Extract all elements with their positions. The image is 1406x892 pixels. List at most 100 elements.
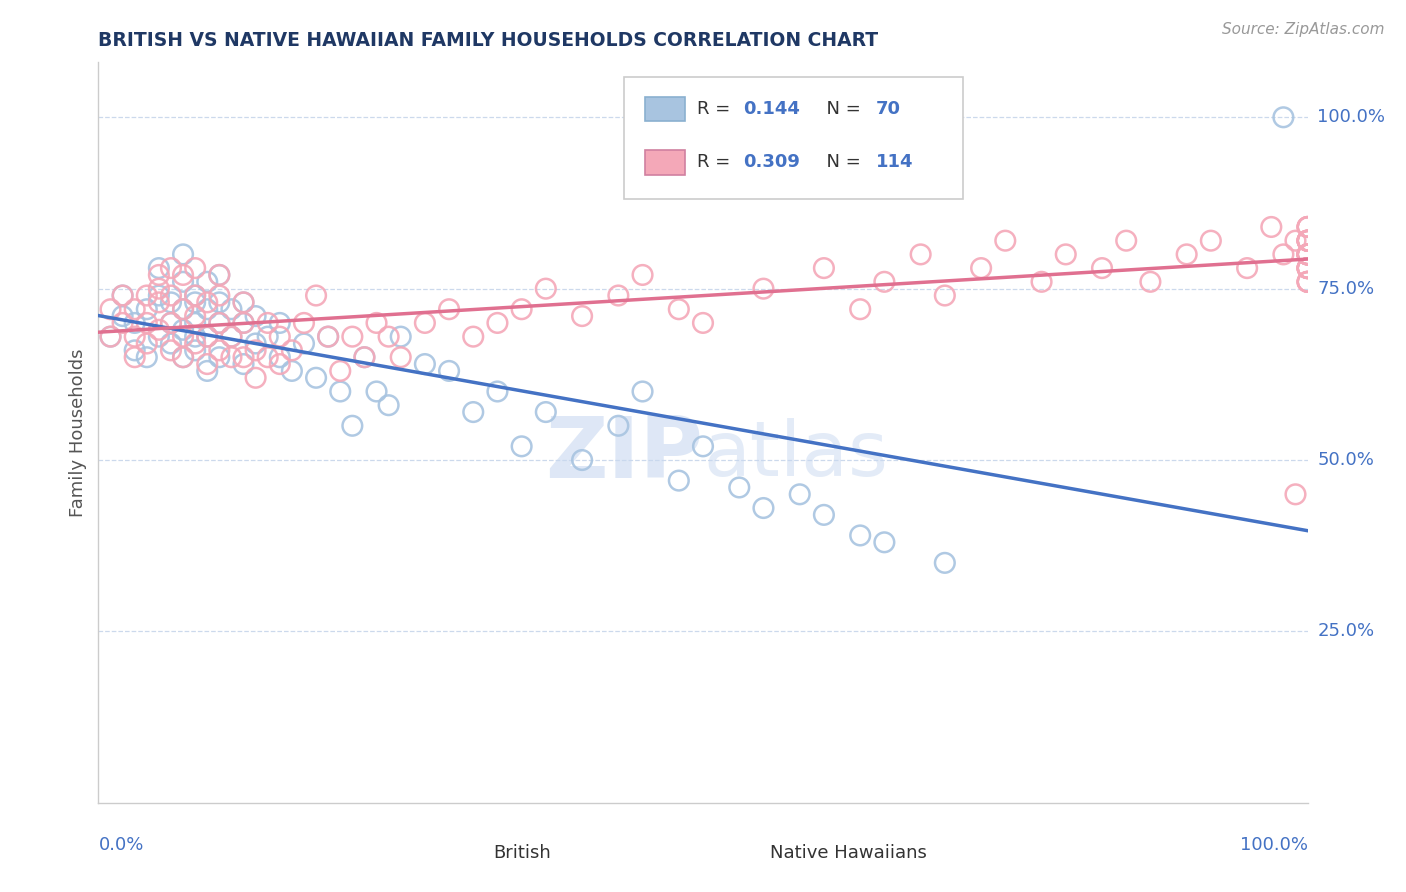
Point — [389, 350, 412, 364]
Point — [377, 329, 399, 343]
Text: 0.309: 0.309 — [742, 153, 800, 171]
Point — [1296, 247, 1319, 261]
Point — [269, 316, 291, 330]
Point — [1272, 110, 1295, 124]
Point — [1296, 219, 1319, 234]
Point — [160, 316, 183, 330]
Point — [148, 268, 170, 282]
Point — [221, 329, 243, 343]
Point — [692, 316, 714, 330]
Point — [970, 261, 993, 276]
Point — [463, 329, 485, 343]
Point — [1115, 234, 1137, 248]
Point — [195, 357, 218, 371]
Point — [994, 234, 1017, 248]
Point — [728, 480, 751, 494]
Point — [100, 329, 122, 343]
Text: Native Hawaiians: Native Hawaiians — [769, 844, 927, 862]
Point — [353, 350, 375, 364]
Point — [160, 336, 183, 351]
Point — [148, 323, 170, 337]
Point — [232, 316, 254, 330]
Point — [124, 350, 146, 364]
Point — [1296, 247, 1319, 261]
Point — [160, 343, 183, 358]
Point — [184, 329, 207, 343]
Point — [752, 282, 775, 296]
Point — [813, 508, 835, 522]
Point — [437, 364, 460, 378]
Point — [221, 329, 243, 343]
Text: Source: ZipAtlas.com: Source: ZipAtlas.com — [1222, 22, 1385, 37]
Point — [232, 350, 254, 364]
Point — [208, 268, 231, 282]
Point — [1296, 219, 1319, 234]
Point — [256, 316, 278, 330]
Point — [910, 247, 932, 261]
Point — [849, 302, 872, 317]
Text: BRITISH VS NATIVE HAWAIIAN FAMILY HOUSEHOLDS CORRELATION CHART: BRITISH VS NATIVE HAWAIIAN FAMILY HOUSEH… — [98, 31, 879, 50]
Point — [281, 364, 304, 378]
Point — [124, 316, 146, 330]
Point — [510, 439, 533, 453]
Point — [316, 329, 339, 343]
Point — [256, 329, 278, 343]
Point — [221, 350, 243, 364]
Point — [100, 329, 122, 343]
Point — [148, 295, 170, 310]
Point — [124, 343, 146, 358]
Point — [172, 268, 194, 282]
Point — [160, 288, 183, 302]
Point — [571, 309, 593, 323]
Point — [849, 528, 872, 542]
Point — [160, 261, 183, 276]
Point — [463, 405, 485, 419]
Point — [208, 350, 231, 364]
Text: 114: 114 — [876, 153, 914, 171]
Point — [269, 329, 291, 343]
Point — [208, 343, 231, 358]
Point — [172, 302, 194, 317]
Text: British: British — [492, 844, 551, 862]
Point — [1091, 261, 1114, 276]
Point — [1284, 487, 1306, 501]
Point — [1296, 275, 1319, 289]
Point — [668, 302, 690, 317]
Point — [813, 261, 835, 276]
Point — [245, 343, 267, 358]
Point — [135, 316, 157, 330]
Point — [1296, 261, 1319, 276]
Text: 75.0%: 75.0% — [1317, 280, 1375, 298]
Point — [510, 302, 533, 317]
Point — [934, 556, 956, 570]
Point — [160, 295, 183, 310]
Point — [353, 350, 375, 364]
Point — [160, 316, 183, 330]
Point — [571, 453, 593, 467]
Point — [195, 295, 218, 310]
Text: 0.144: 0.144 — [742, 100, 800, 118]
Point — [292, 336, 315, 351]
Point — [184, 295, 207, 310]
Point — [172, 302, 194, 317]
Point — [269, 350, 291, 364]
Point — [1296, 234, 1319, 248]
Point — [232, 295, 254, 310]
Text: 25.0%: 25.0% — [1317, 623, 1375, 640]
Point — [208, 316, 231, 330]
Point — [1296, 219, 1319, 234]
Point — [305, 288, 328, 302]
Point — [534, 405, 557, 419]
Point — [124, 302, 146, 317]
Point — [1296, 234, 1319, 248]
Point — [111, 288, 134, 302]
Bar — [645, 150, 685, 175]
Point — [111, 316, 134, 330]
Point — [292, 316, 315, 330]
Point — [232, 316, 254, 330]
Point — [245, 336, 267, 351]
Point — [245, 371, 267, 385]
Point — [305, 371, 328, 385]
Point — [256, 350, 278, 364]
Point — [195, 302, 218, 317]
